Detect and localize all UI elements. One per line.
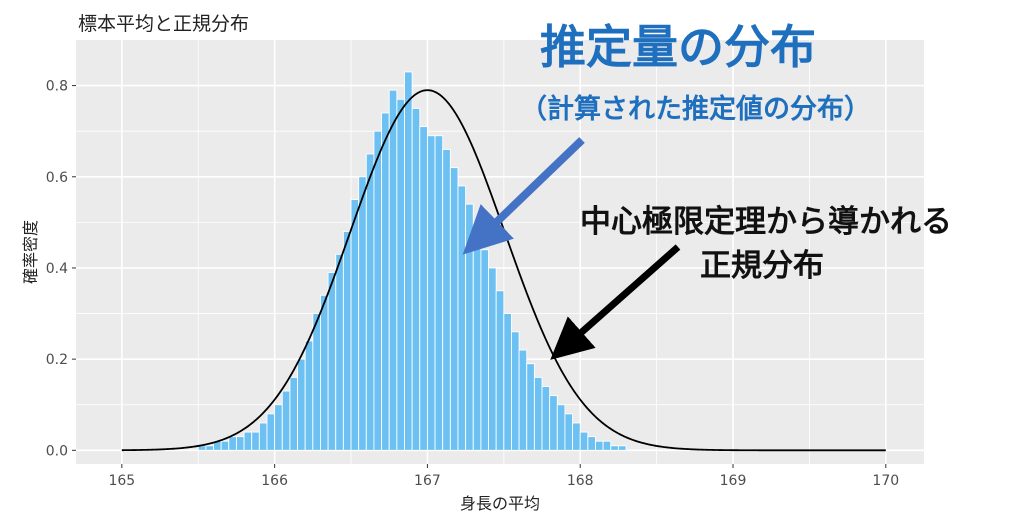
histogram-bar — [449, 167, 459, 451]
histogram-bar — [572, 422, 581, 451]
x-tick-label: 166 — [261, 473, 288, 489]
histogram-bar — [564, 413, 574, 451]
clt-arrow — [550, 244, 681, 360]
estimator-subtitle: （計算された推定値の分布） — [520, 93, 871, 125]
histogram-bar — [251, 431, 260, 451]
clt-label-line2: 正規分布 — [700, 248, 824, 284]
histogram-bar — [350, 199, 360, 451]
grid-lines — [76, 40, 924, 464]
histogram-bar — [488, 267, 497, 451]
histogram-bar — [304, 340, 314, 451]
x-tick-label: 167 — [414, 473, 441, 489]
histogram-bar — [373, 130, 383, 451]
histogram-bar — [289, 376, 298, 451]
histogram-bar — [381, 112, 390, 451]
histogram-bar — [533, 376, 543, 451]
histogram-bar — [587, 436, 596, 451]
histogram-bar — [419, 126, 428, 451]
histogram-bar — [426, 135, 436, 451]
estimator-arrow — [462, 137, 585, 255]
histogram-bar — [228, 436, 237, 451]
histogram-bar — [312, 313, 321, 451]
clt-label-line1: 中心極限定理から導かれる — [580, 204, 952, 240]
histogram-bar — [297, 358, 306, 451]
histogram-bar — [274, 404, 283, 451]
histogram-bar — [602, 440, 612, 451]
histogram-bar — [388, 89, 398, 451]
histogram-bar — [495, 290, 505, 451]
histogram-bar — [266, 413, 276, 451]
histogram-bar — [365, 153, 375, 451]
histogram-bar — [518, 349, 528, 451]
y-axis: 0.0 0.2 0.4 0.6 0.8 — [46, 79, 76, 459]
histogram-bar — [235, 436, 245, 451]
histogram-bar — [411, 107, 421, 451]
histogram-bar — [526, 363, 535, 451]
histogram-bar — [595, 440, 604, 451]
histogram-bar — [541, 386, 551, 451]
chart-title: 標本平均と正規分布 — [78, 13, 249, 35]
histogram-bar — [404, 71, 413, 451]
y-tick-label: 0.0 — [46, 443, 68, 459]
y-tick-label: 0.2 — [46, 352, 68, 368]
histogram-bar — [617, 445, 627, 451]
histogram-bar — [342, 231, 352, 451]
y-axis-title: 確率密度 — [21, 220, 40, 284]
histogram-bar — [610, 445, 619, 451]
x-axis: 165 166 167 168 169 170 — [108, 464, 899, 489]
histogram-bar — [442, 148, 451, 451]
histogram-bar — [327, 272, 337, 451]
y-tick-label: 0.8 — [46, 79, 68, 95]
histogram-bar — [258, 422, 268, 451]
y-tick-label: 0.4 — [46, 261, 68, 277]
histogram-bar — [556, 404, 566, 451]
histogram-bar — [511, 331, 520, 451]
histogram-bar — [465, 203, 474, 451]
histogram-bar — [205, 445, 214, 451]
histogram-bar — [472, 226, 482, 451]
histogram-bar — [358, 176, 367, 451]
histogram-bar — [220, 440, 230, 451]
x-tick-label: 169 — [720, 473, 747, 489]
histogram-bar — [579, 431, 589, 451]
histogram — [197, 71, 627, 451]
histogram-bar — [396, 98, 405, 451]
histogram-bar — [480, 249, 489, 451]
histogram-bar — [457, 185, 467, 451]
y-tick-label: 0.6 — [46, 170, 68, 186]
histogram-bar — [549, 395, 558, 451]
histogram-bar — [335, 253, 344, 451]
x-tick-label: 170 — [872, 473, 899, 489]
x-axis-title: 身長の平均 — [460, 494, 540, 513]
histogram-bar — [503, 313, 512, 451]
histogram-bar — [243, 431, 253, 451]
x-tick-label: 168 — [567, 473, 594, 489]
x-tick-label: 165 — [108, 473, 135, 489]
estimator-title: 推定量の分布 — [540, 20, 816, 74]
histogram-bar — [281, 390, 291, 451]
histogram-bar — [434, 135, 444, 451]
histogram-bar — [320, 294, 329, 451]
